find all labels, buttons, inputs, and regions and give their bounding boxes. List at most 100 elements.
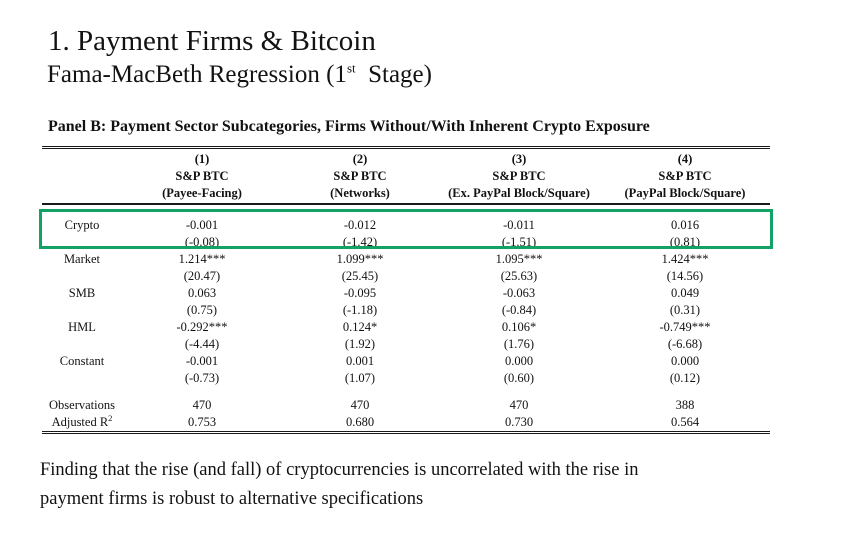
header-row-subtitle: (Payee-Facing) (Networks) (Ex. PayPal Bl… [42, 185, 770, 205]
table-row-constant-values: Constant -0.001 0.001 0.000 0.000 [42, 353, 770, 370]
spacer-cell [42, 204, 770, 217]
header-row-depvar: S&P BTC S&P BTC S&P BTC S&P BTC [42, 168, 770, 185]
finding-line-1: Finding that the rise (and fall) of cryp… [40, 460, 639, 480]
table-body: Crypto -0.001 -0.012 -0.011 0.016 (-0.08… [42, 204, 770, 433]
tstat-cell: (0.60) [503, 371, 535, 385]
coefficient-cell: 0.063 [187, 286, 217, 300]
empty-cell [42, 336, 122, 353]
table-row-smb-values: SMB 0.063 -0.095 -0.063 0.049 [42, 285, 770, 302]
stat-cell: 470 [509, 398, 529, 412]
table-row-adjusted-r2: Adjusted R2 0.753 0.680 0.730 0.564 [42, 414, 770, 433]
tstat-cell: (-1.51) [501, 235, 537, 249]
stat-cell: 0.680 [345, 415, 375, 429]
tstat-cell: (20.47) [183, 269, 221, 283]
coefficient-cell: 1.095*** [495, 252, 543, 266]
column-number: (4) [677, 152, 693, 166]
empty-cell [42, 268, 122, 285]
empty-cell [42, 185, 122, 205]
stat-label-superscript: 2 [108, 412, 113, 423]
table-row-market-values: Market 1.214*** 1.099*** 1.095*** 1.424*… [42, 251, 770, 268]
coefficient-cell: -0.749*** [659, 320, 711, 334]
coefficient-cell: 0.016 [670, 218, 700, 232]
row-label: HML [68, 320, 96, 334]
tstat-cell: (1.76) [503, 337, 535, 351]
coefficient-cell: -0.012 [343, 218, 377, 232]
coefficient-cell: 0.049 [670, 286, 700, 300]
row-label: SMB [68, 286, 96, 300]
coefficient-cell: -0.095 [343, 286, 377, 300]
column-depvar: S&P BTC [175, 169, 229, 183]
coefficient-cell: 0.000 [504, 354, 534, 368]
column-number: (2) [352, 152, 368, 166]
table-spacer-row [42, 204, 770, 217]
empty-cell [42, 148, 122, 169]
regression-table: (1) (2) (3) (4) S&P BTC S&P BTC S&P BTC … [42, 146, 770, 434]
empty-cell [42, 302, 122, 319]
tstat-cell: (1.92) [344, 337, 376, 351]
column-depvar: S&P BTC [658, 169, 712, 183]
column-number: (1) [194, 152, 210, 166]
empty-cell [42, 168, 122, 185]
stat-cell: 470 [192, 398, 212, 412]
tstat-cell: (-0.08) [184, 235, 220, 249]
tstat-cell: (0.81) [669, 235, 701, 249]
table-row-hml-tstats: (-4.44) (1.92) (1.76) (-6.68) [42, 336, 770, 353]
page-subtitle: Fama-MacBeth Regression (1st Stage) [47, 60, 432, 90]
tstat-cell: (-4.44) [184, 337, 220, 351]
panel-title: Panel B: Payment Sector Subcategories, F… [48, 118, 650, 135]
stat-label: Observations [49, 398, 115, 412]
coefficient-cell: 0.001 [345, 354, 375, 368]
coefficient-cell: 0.000 [670, 354, 700, 368]
stat-cell: 0.730 [504, 415, 534, 429]
column-depvar: S&P BTC [492, 169, 546, 183]
empty-cell [42, 234, 122, 251]
regression-table-container: (1) (2) (3) (4) S&P BTC S&P BTC S&P BTC … [39, 146, 773, 434]
tstat-cell: (1.07) [344, 371, 376, 385]
finding-line-2: payment firms is robust to alternative s… [40, 489, 424, 509]
subtitle-superscript: st [346, 60, 356, 76]
tstat-cell: (0.75) [186, 303, 218, 317]
row-label: Crypto [64, 218, 100, 232]
stat-cell: 0.753 [187, 415, 217, 429]
stat-label: Adjusted R [51, 415, 109, 429]
spacer-cell [42, 387, 770, 397]
page-title: 1. Payment Firms & Bitcoin [48, 25, 376, 57]
coefficient-cell: 1.214*** [178, 252, 226, 266]
tstat-cell: (25.45) [341, 269, 379, 283]
coefficient-cell: -0.001 [185, 218, 219, 232]
coefficient-cell: -0.001 [185, 354, 219, 368]
coefficient-cell: 0.124* [342, 320, 378, 334]
column-subtitle: (Ex. PayPal Block/Square) [438, 185, 600, 205]
table-row-smb-tstats: (0.75) (-1.18) (-0.84) (0.31) [42, 302, 770, 319]
stat-cell: 470 [350, 398, 370, 412]
tstat-cell: (-1.18) [342, 303, 378, 317]
table-row-crypto-tstats: (-0.08) (-1.42) (-1.51) (0.81) [42, 234, 770, 251]
coefficient-cell: -0.063 [502, 286, 536, 300]
tstat-cell: (-6.68) [667, 337, 703, 351]
coefficient-cell: -0.292*** [176, 320, 228, 334]
tstat-cell: (-0.73) [184, 371, 220, 385]
column-subtitle: (PayPal Block/Square) [600, 185, 770, 205]
column-number: (3) [511, 152, 527, 166]
tstat-cell: (-0.84) [501, 303, 537, 317]
tstat-cell: (0.12) [669, 371, 701, 385]
tstat-cell: (0.31) [669, 303, 701, 317]
tstat-cell: (-1.42) [342, 235, 378, 249]
column-depvar: S&P BTC [333, 169, 387, 183]
column-subtitle: (Payee-Facing) [122, 185, 282, 205]
tstat-cell: (25.63) [500, 269, 538, 283]
table-spacer-row [42, 387, 770, 397]
table-header: (1) (2) (3) (4) S&P BTC S&P BTC S&P BTC … [42, 148, 770, 205]
tstat-cell: (14.56) [666, 269, 704, 283]
coefficient-cell: 1.099*** [336, 252, 384, 266]
column-subtitle: (Networks) [282, 185, 438, 205]
empty-cell [42, 370, 122, 387]
table-row-hml-values: HML -0.292*** 0.124* 0.106* -0.749*** [42, 319, 770, 336]
row-label: Adjusted R2 [42, 414, 122, 433]
coefficient-cell: 1.424*** [661, 252, 709, 266]
stat-cell: 0.564 [670, 415, 700, 429]
row-label: Market [63, 252, 101, 266]
table-row-constant-tstats: (-0.73) (1.07) (0.60) (0.12) [42, 370, 770, 387]
table-row-observations: Observations 470 470 470 388 [42, 397, 770, 414]
